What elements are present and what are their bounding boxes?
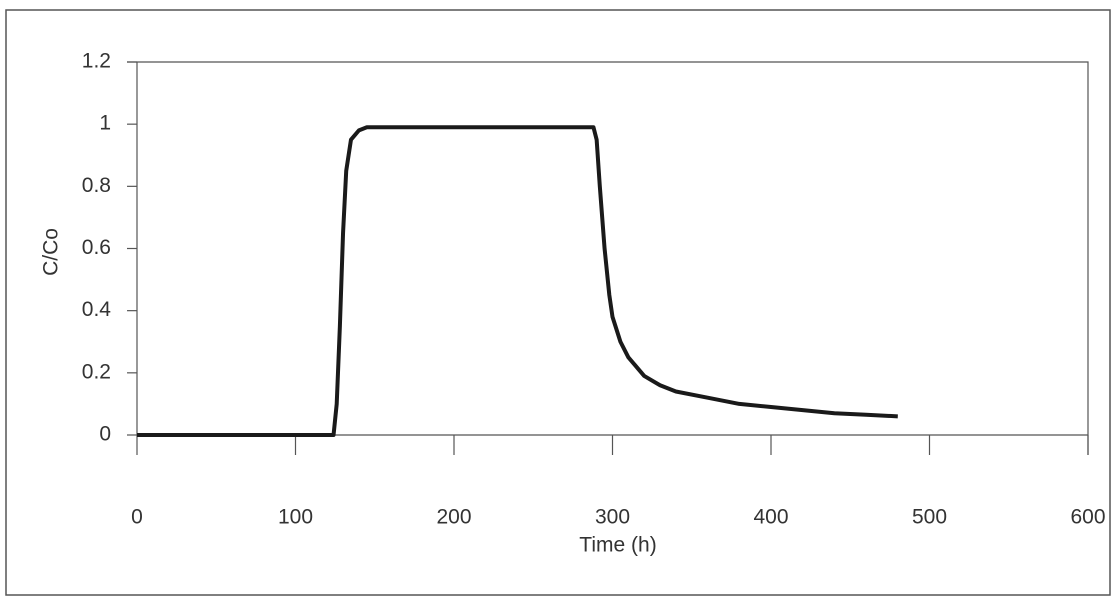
y-tick-label: 0 [99,423,111,446]
x-tick-label: 100 [278,506,313,529]
y-tick-label: 1 [99,112,111,135]
plot-frame [127,61,1089,455]
y-axis-label: C/Co [40,228,63,276]
y-tick-label: 1.2 [82,50,111,73]
y-tick-label: 0.6 [82,236,111,259]
x-tick-label: 400 [753,506,788,529]
x-tick-label: 500 [912,506,947,529]
y-tick-label: 0.8 [82,174,111,197]
x-tick-label: 300 [595,506,630,529]
chart-border [5,9,1111,596]
y-tick-label: 0.4 [82,298,112,321]
y-tick-label: 0.2 [82,360,111,383]
x-axis-label: Time (h) [579,534,656,557]
x-tick-label: 0 [131,506,143,529]
x-tick-label: 600 [1070,506,1105,529]
x-tick-label: 200 [436,506,471,529]
data-line [137,125,898,437]
